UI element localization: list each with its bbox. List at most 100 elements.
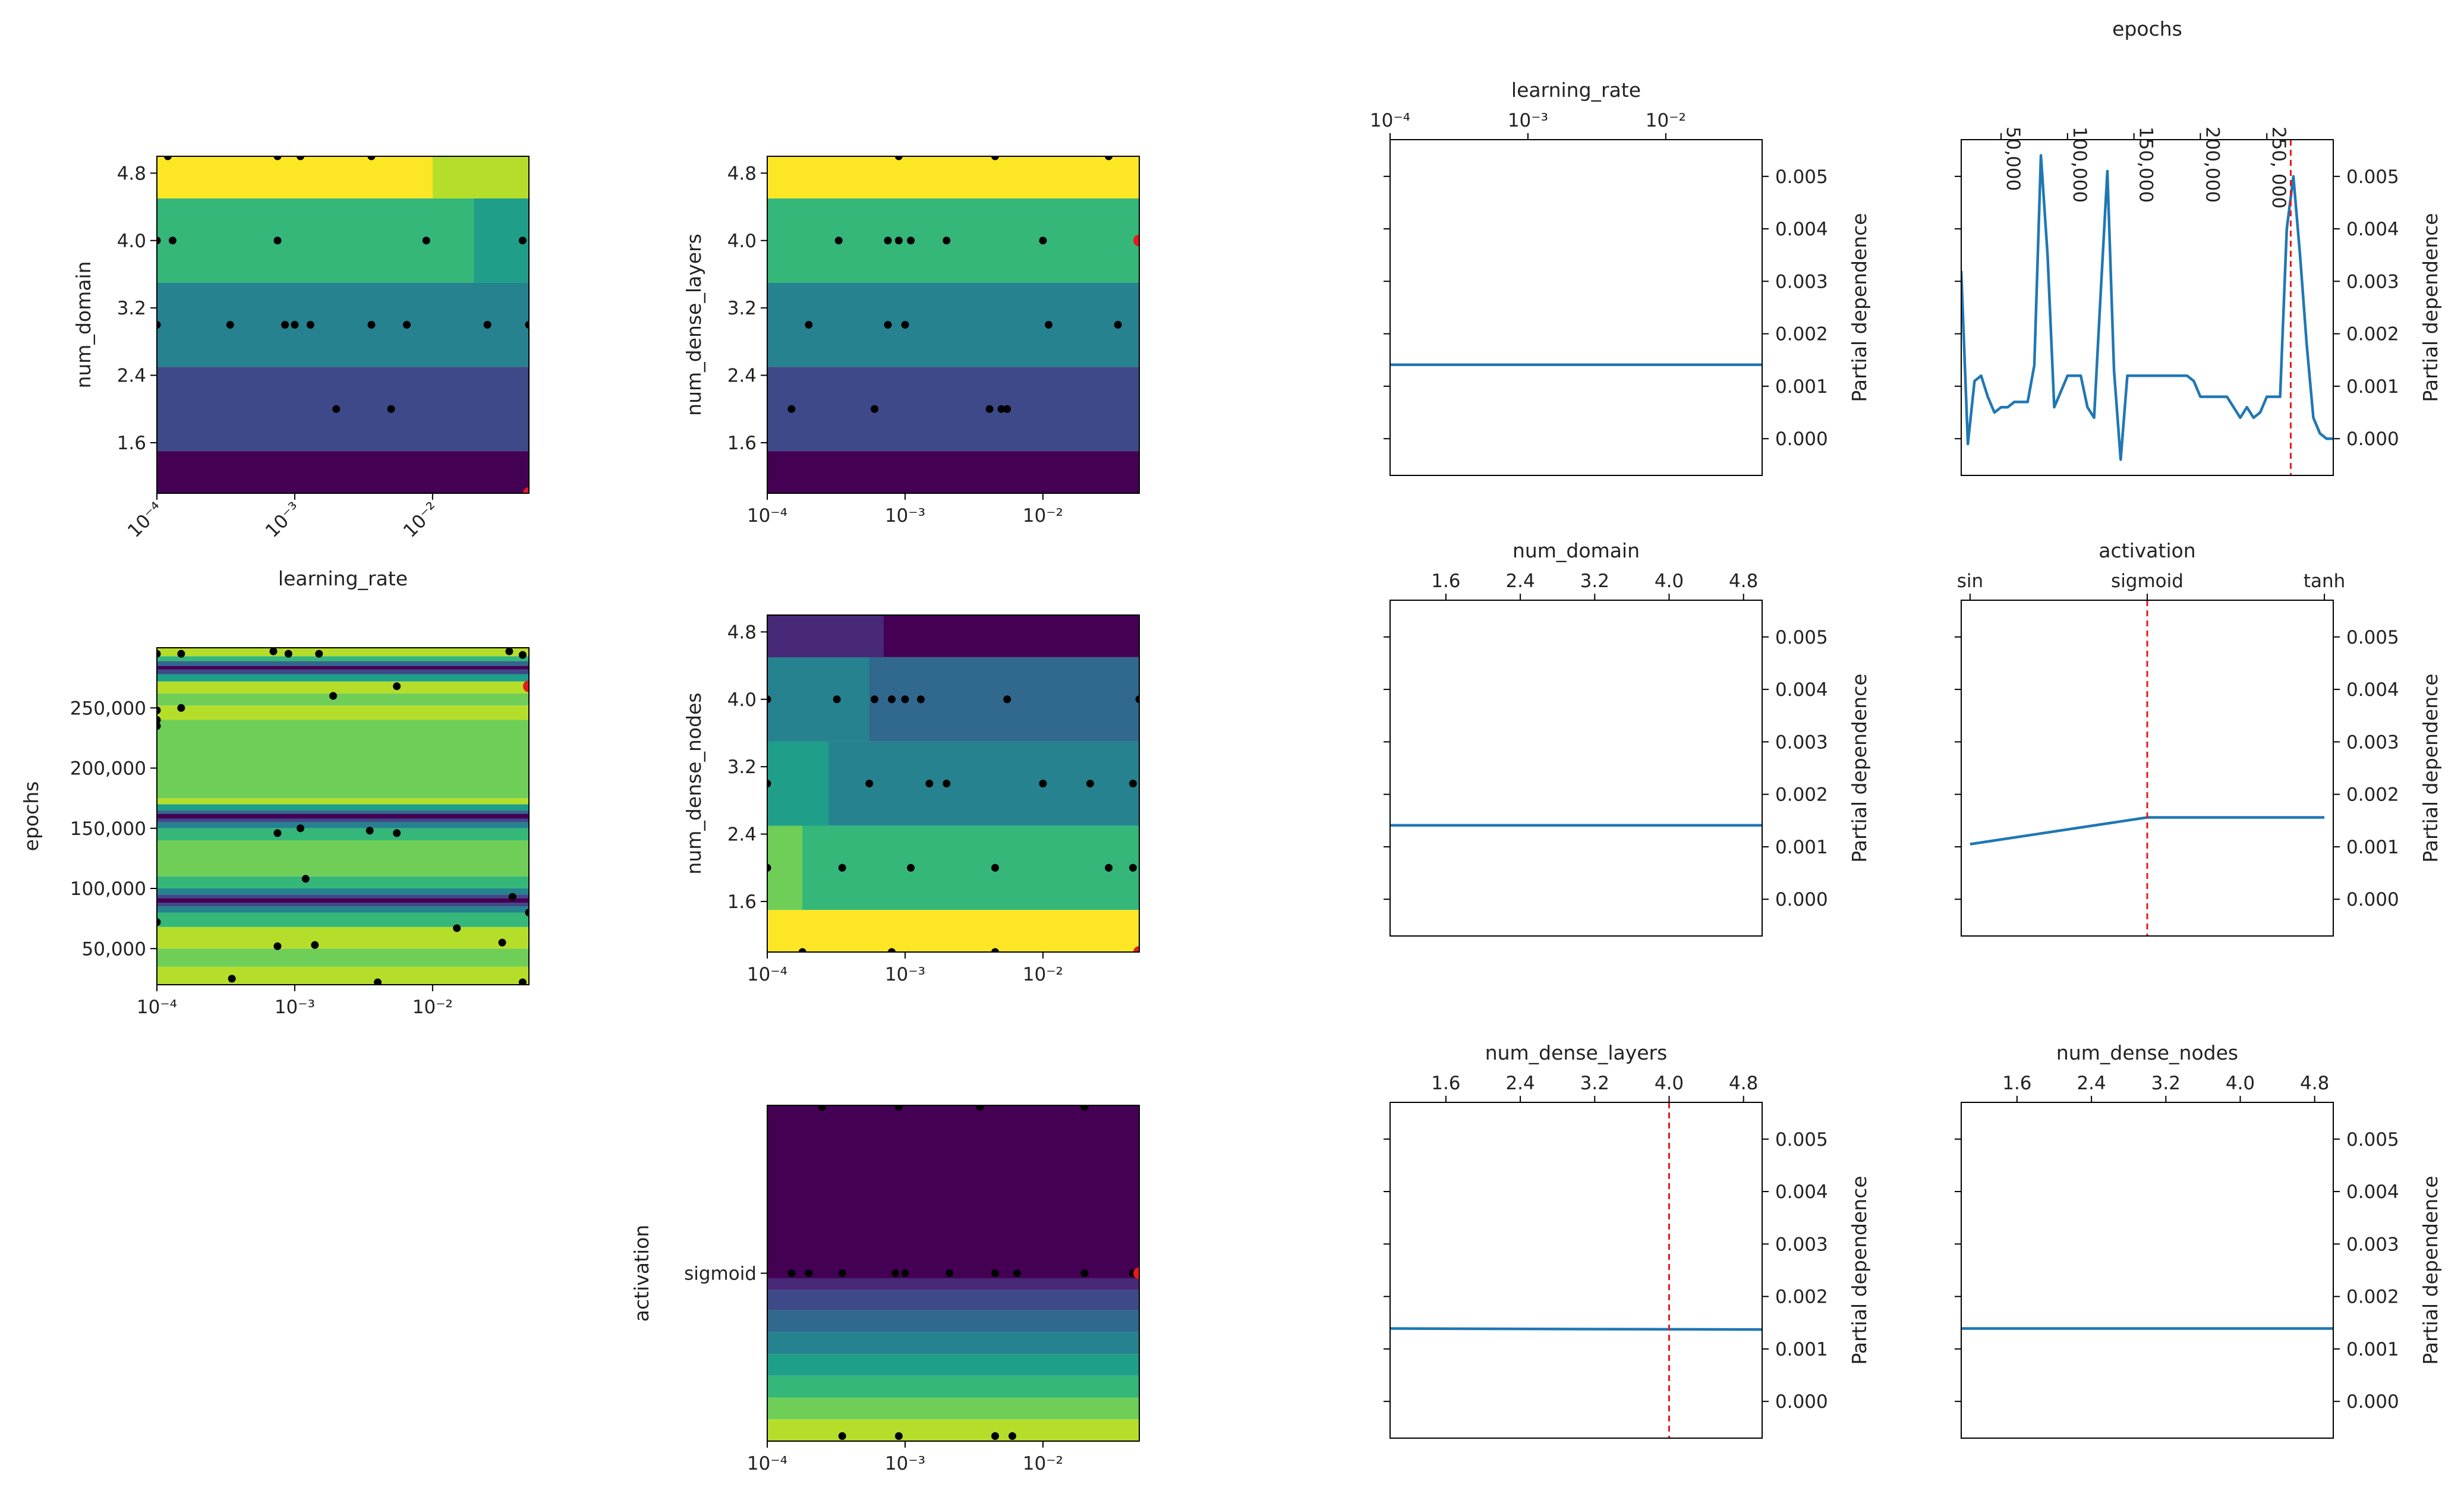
x-axis-label: num_dense_layers [1485, 1041, 1668, 1064]
heatmap-band [157, 814, 529, 819]
pd-plot-area [1390, 1102, 1762, 1438]
heatmap-band [157, 669, 529, 674]
sample-point [916, 695, 925, 704]
y-axis-label: Partial dependence [1848, 1175, 1871, 1364]
x-tick-label: 3.2 [1580, 1073, 1609, 1094]
y-axis-label: Partial dependence [1848, 213, 1871, 402]
y-tick-label: 0.001 [1775, 1339, 1828, 1360]
y-tick-label: 0.000 [2346, 889, 2399, 910]
y-tick-label: 0.003 [2346, 732, 2399, 753]
heatmap-band [767, 1354, 1139, 1376]
sample-point [991, 948, 999, 952]
sample-point [315, 650, 323, 658]
sample-point [1044, 321, 1053, 329]
sample-point [157, 321, 161, 329]
sample-point [177, 704, 185, 712]
heatmap-band [157, 888, 529, 895]
sample-point [157, 722, 161, 730]
sample-point [269, 648, 278, 655]
x-tick-label: 10⁻⁴ [124, 498, 168, 542]
sample-point [1003, 695, 1012, 704]
sample-point [767, 695, 771, 704]
x-axis-label: epochs [2112, 17, 2182, 40]
sample-point [901, 321, 909, 329]
sample-point [367, 156, 376, 160]
sample-point [157, 918, 161, 926]
y-tick-label: 0.003 [1775, 271, 1828, 292]
sample-point [329, 692, 338, 700]
y-tick-label: 4.0 [727, 231, 757, 252]
y-tick-label: 0.005 [2346, 1129, 2399, 1151]
heatmap-band [157, 367, 529, 452]
chart-c-activation-vs-lr: 10⁻⁴ 10⁻³ 10⁻² sigmoid activation [630, 1105, 1140, 1474]
y-tick-label: 0.002 [1775, 784, 1828, 806]
x-axis-label: num_dense_nodes [2056, 1041, 2238, 1064]
sample-point [1086, 780, 1094, 787]
heatmap-band [157, 912, 529, 927]
heatmap-band [767, 1419, 1139, 1441]
heatmap-band [157, 894, 529, 899]
y-tick-label: 0.003 [2346, 1234, 2399, 1255]
y-tick-label: 0.004 [2346, 679, 2399, 701]
sample-point [402, 321, 411, 329]
x-tick-label: 10⁻⁴ [747, 964, 787, 985]
sample-point [767, 863, 771, 872]
heatmap-band [157, 876, 529, 888]
y-axis-label: activation [630, 1225, 653, 1322]
sample-point [518, 651, 527, 659]
y-tick-label: 2.4 [727, 824, 757, 846]
chart-c-pd-epochs: 50,000 100,000 150,000 200,000 250, 000 epoch… [1955, 17, 2442, 476]
axes-frame [767, 156, 1140, 494]
sample-point [505, 648, 513, 655]
y-tick-label: 4.0 [117, 231, 146, 252]
y-tick-label: 0.000 [2346, 1391, 2399, 1413]
heatmap-patch [432, 156, 529, 198]
axes-frame [1389, 1102, 1763, 1439]
heatmap-band [767, 1332, 1139, 1354]
sample-point [805, 1269, 813, 1277]
sample-point [177, 650, 185, 658]
x-tick-label: 10⁻⁴ [747, 505, 787, 527]
sample-point [884, 321, 892, 329]
y-tick-label: 0.003 [1775, 732, 1828, 753]
heatmap-band [157, 926, 529, 949]
sample-point [273, 942, 282, 950]
heatmap-band [767, 1290, 1139, 1310]
y-tick-label: 0.000 [1775, 1391, 1828, 1413]
heatmap-plot-area [157, 156, 529, 493]
sample-point [901, 695, 909, 704]
sample-point [798, 948, 806, 952]
sample-point [1129, 863, 1137, 872]
x-tick-label: 4.0 [1655, 571, 1684, 592]
y-tick-label: 0.005 [2346, 166, 2399, 188]
x-tick-label: 10⁻³ [885, 1453, 925, 1474]
sample-point [393, 682, 401, 691]
y-axis-label: Partial dependence [2419, 213, 2442, 402]
heatmap-band [157, 661, 529, 666]
sample-point [991, 1269, 999, 1277]
y-axis-label: num_dense_layers [682, 234, 705, 416]
y-tick-label: 2.4 [727, 365, 757, 387]
x-tick-label: 4.0 [1655, 1073, 1684, 1094]
y-tick-label: 0.002 [2346, 1287, 2399, 1308]
y-tick-label: 200,000 [70, 758, 146, 780]
sample-point [228, 975, 236, 983]
y-tick-label: 0.001 [2346, 837, 2399, 858]
chart-c-num-dense-nodes-vs-lr: 10⁻⁴ 10⁻³ 10⁻² 1.6 2.4 3.2 4.0 4.8 num_dense_nod… [682, 614, 1140, 985]
heatmap-plot-area [767, 1105, 1139, 1441]
heatmap-band [157, 822, 529, 828]
y-tick-label: 1.6 [117, 433, 146, 454]
x-tick-label: sigmoid [2111, 571, 2183, 592]
x-axis-label: learning_rate [1511, 78, 1641, 102]
x-tick-label: 4.8 [2300, 1073, 2329, 1094]
heatmap-band [157, 705, 529, 720]
y-tick-label: 0.005 [1775, 627, 1828, 648]
partial-dependence-line [1390, 1327, 1762, 1331]
sample-point [870, 695, 878, 704]
y-tick-label: 4.8 [117, 163, 146, 184]
x-tick-label: 200,000 [2201, 127, 2223, 203]
sample-point [168, 237, 177, 245]
y-tick-label: 0.004 [2346, 1181, 2399, 1203]
x-tick-label: 2.4 [2077, 1073, 2106, 1094]
sample-point [297, 824, 305, 833]
